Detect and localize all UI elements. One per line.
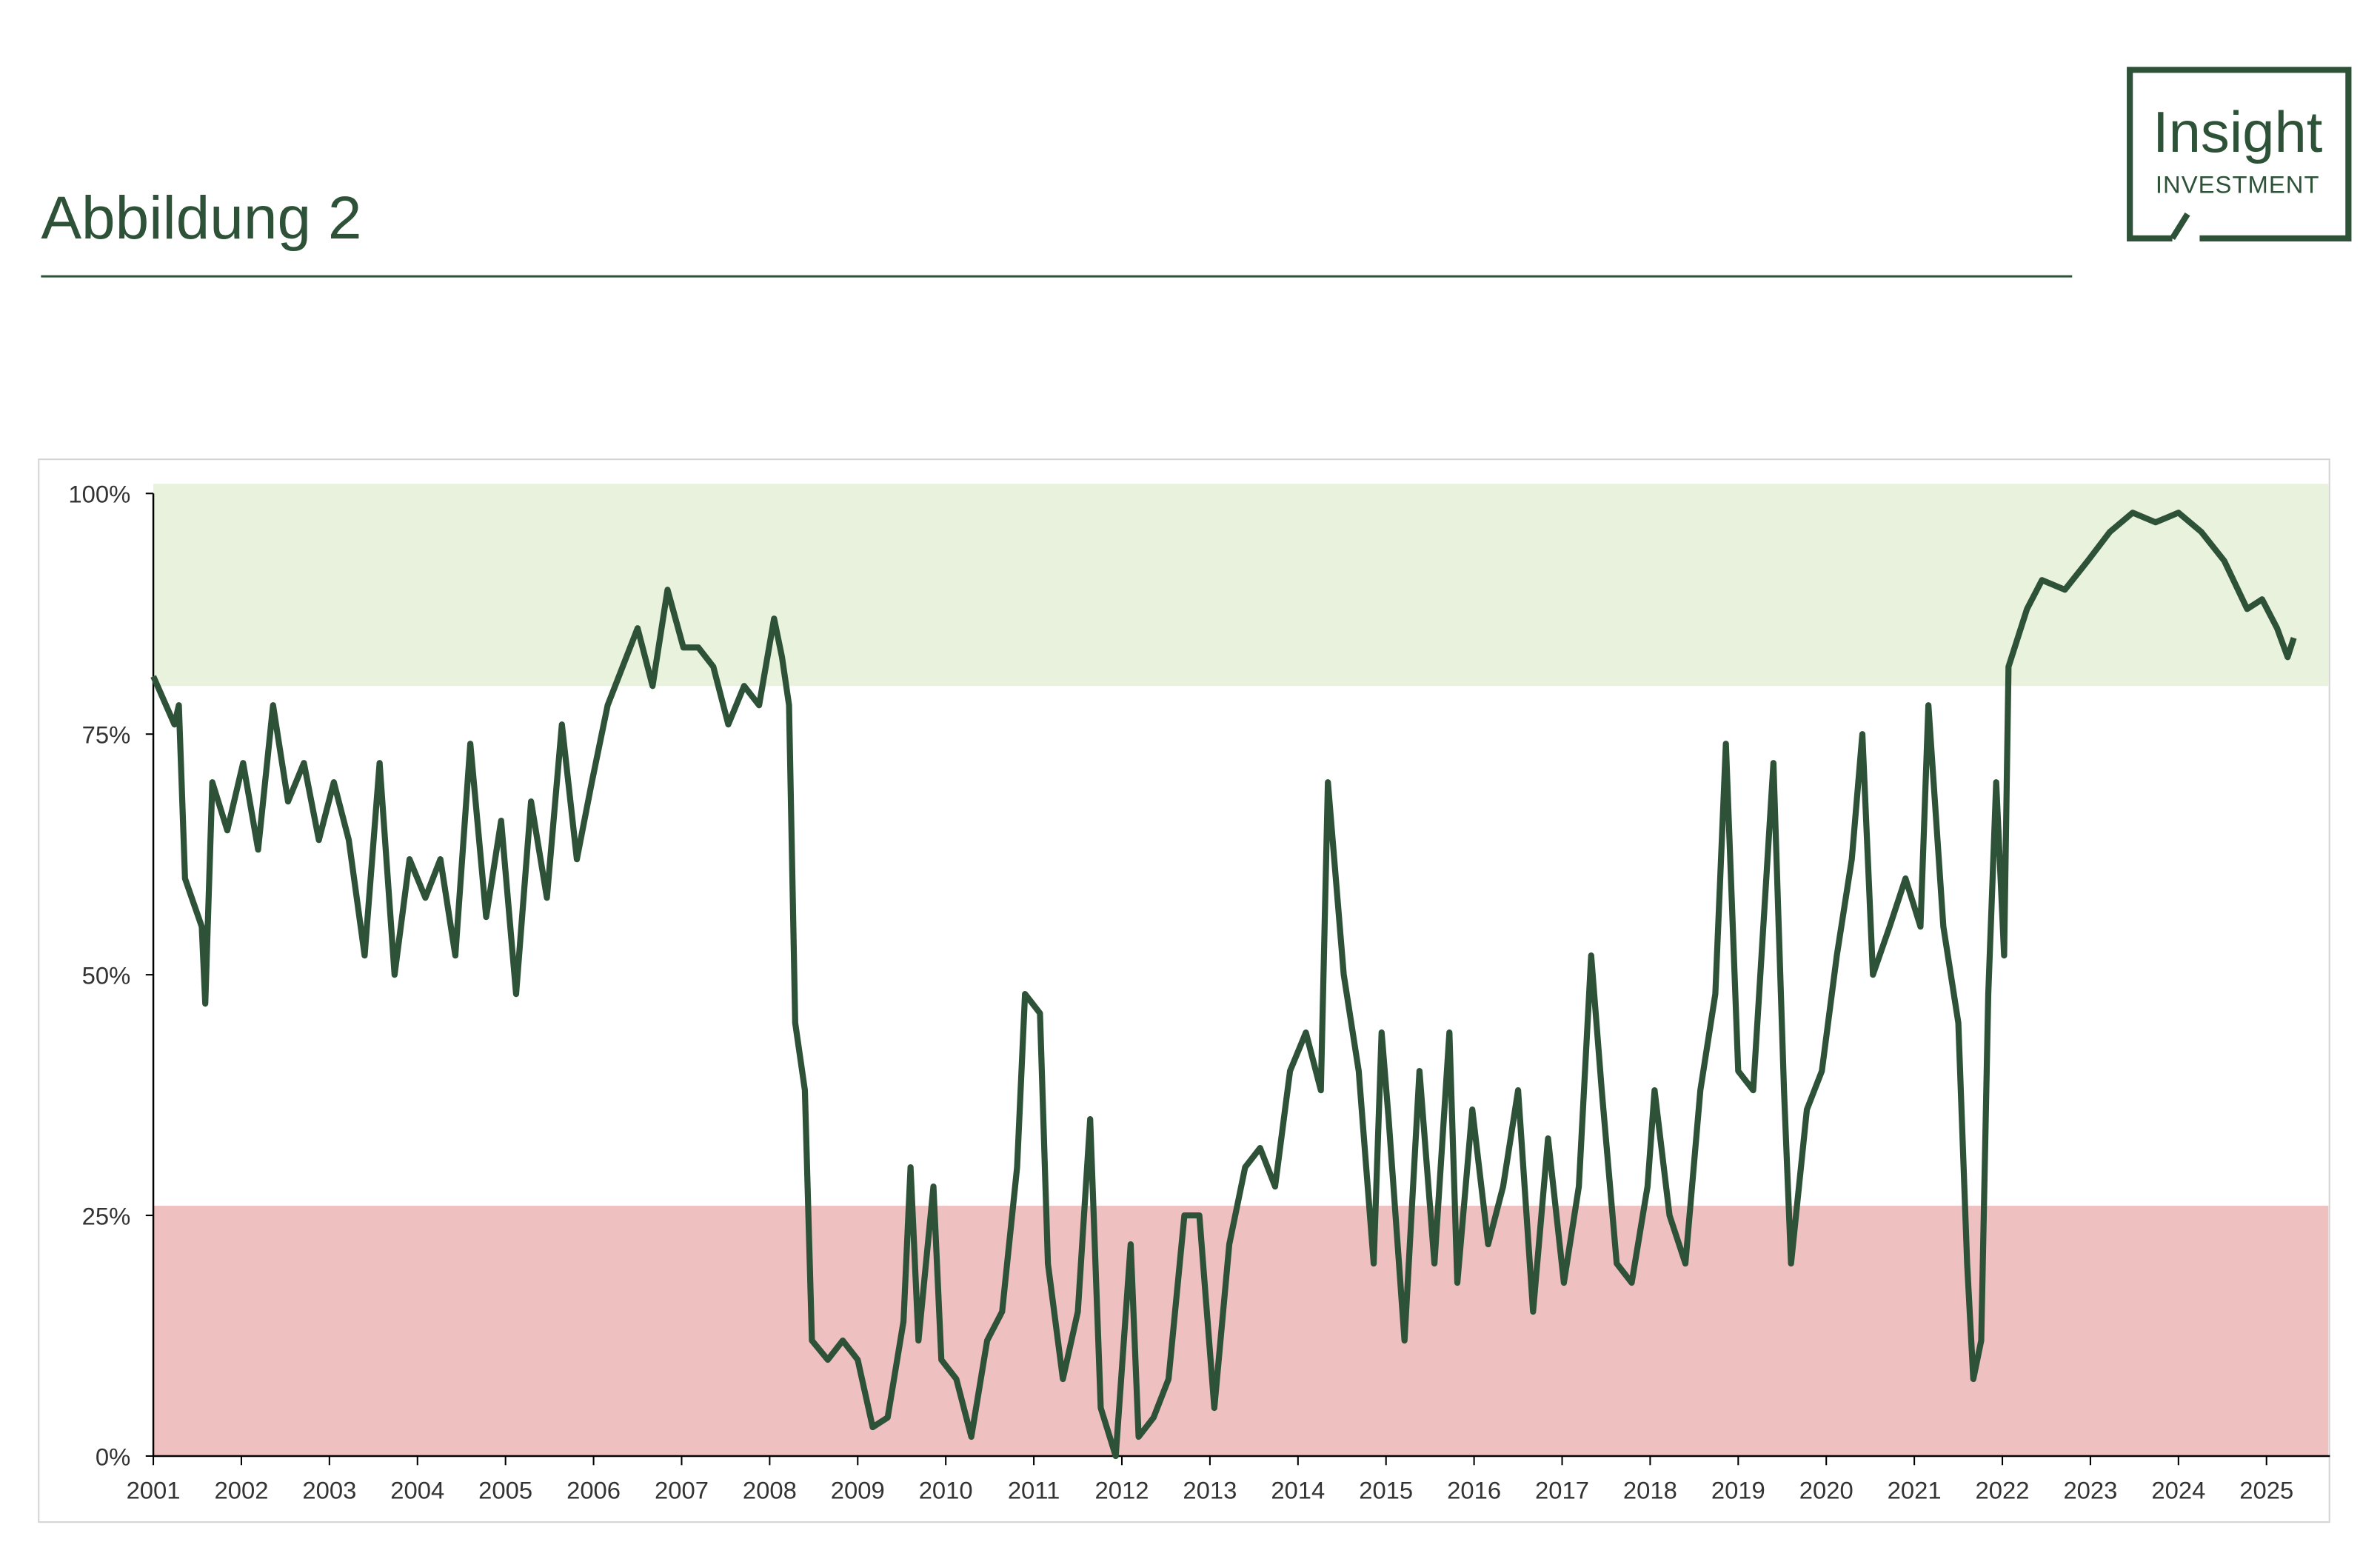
- x-tick-label: 2019: [1711, 1476, 1765, 1503]
- x-tick-label: 2013: [1183, 1476, 1237, 1503]
- x-tick-label: 2004: [390, 1476, 444, 1503]
- x-tick-label: 2022: [1976, 1476, 2030, 1503]
- x-tick-label: 2021: [1888, 1476, 1942, 1503]
- x-tick-label: 2009: [831, 1476, 885, 1503]
- logo-sub: INVESTMENT: [2156, 170, 2320, 198]
- logo-frame: [2127, 67, 2352, 241]
- band: [153, 1206, 2329, 1456]
- plot: 0% 25% 50% 75% 100% 2001 2002 2003 2004 2005 2006 2…: [68, 481, 2330, 1503]
- y-tick-label: 0%: [96, 1443, 130, 1470]
- chart-frame: [38, 458, 2330, 1523]
- x-tick-label: 2020: [1799, 1476, 1853, 1503]
- x-tick-label: 2025: [2239, 1476, 2293, 1503]
- x-tick-label: 2006: [566, 1476, 621, 1503]
- y-tick-label: 100%: [68, 481, 130, 508]
- y-tick-label: 75%: [82, 721, 131, 749]
- x-tick-label: 2024: [2151, 1476, 2205, 1503]
- x-tick-label: 2014: [1271, 1476, 1325, 1503]
- x-tick-label: 2011: [1008, 1476, 1060, 1503]
- y-tick-label: 50%: [82, 961, 131, 989]
- logo: Insight INVESTMENT: [2127, 67, 2352, 241]
- x-tick-label: 2015: [1359, 1476, 1413, 1503]
- x-tick-label: 2010: [919, 1476, 973, 1503]
- band: [153, 484, 2329, 687]
- series-line: [150, 510, 2297, 1460]
- x-tick-label: 2012: [1095, 1476, 1149, 1503]
- y-tick-label: 25%: [82, 1202, 131, 1229]
- x-tick-label: 2007: [655, 1476, 709, 1503]
- x-tick-label: 2018: [1623, 1476, 1677, 1503]
- x-tick-label: 2003: [302, 1476, 356, 1503]
- logo-name: Insight: [2153, 99, 2323, 164]
- x-tick-label: 2001: [127, 1476, 181, 1503]
- x-tick-label: 2017: [1535, 1476, 1589, 1503]
- title: Abbildung 2: [41, 184, 361, 252]
- x-tick-label: 2005: [478, 1476, 532, 1503]
- x-tick-label: 2002: [214, 1476, 268, 1503]
- x-tick-label: 2023: [2063, 1476, 2117, 1503]
- x-tick-label: 2016: [1447, 1476, 1501, 1503]
- x-tick-label: 2008: [743, 1476, 797, 1503]
